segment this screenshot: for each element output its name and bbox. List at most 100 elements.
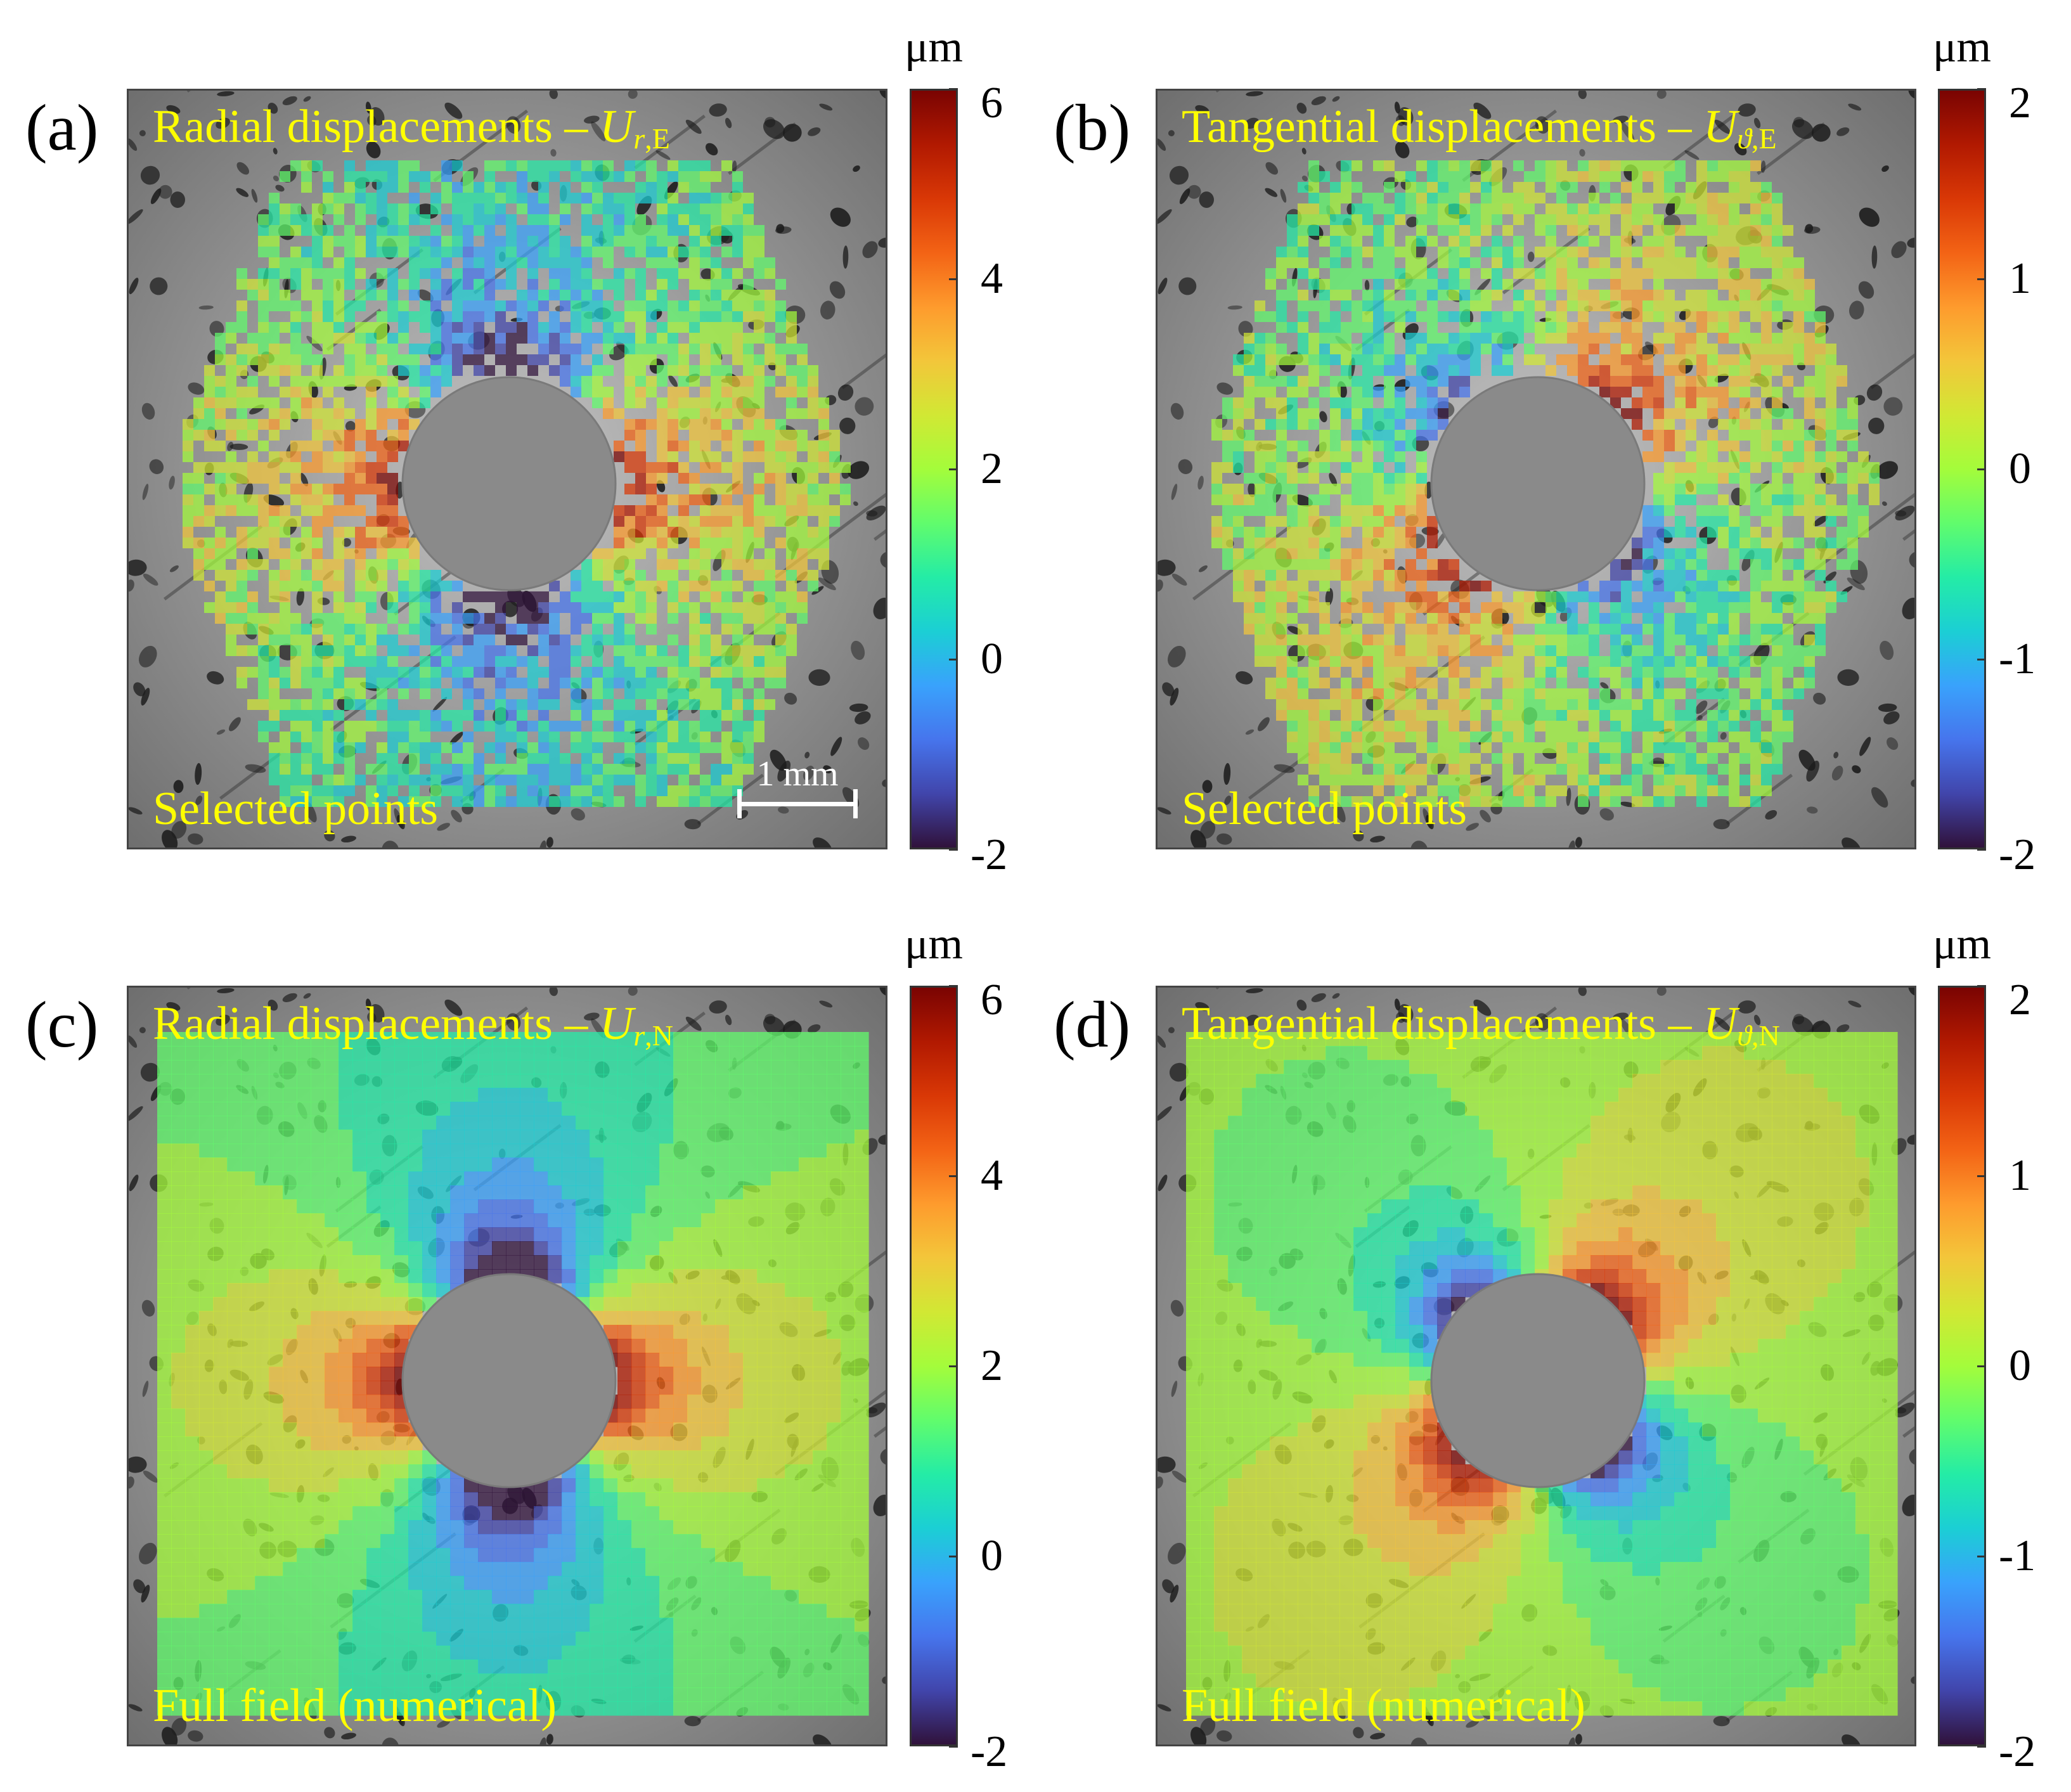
selected-point [452, 742, 463, 753]
selected-point [387, 699, 398, 710]
selected-point [398, 300, 409, 311]
selected-point [1395, 300, 1405, 311]
selected-point [797, 570, 808, 581]
selected-point [344, 635, 355, 645]
selected-point [775, 624, 786, 635]
selected-point [1739, 419, 1750, 430]
selected-point [1438, 193, 1448, 203]
selected-point [1341, 365, 1352, 376]
selected-point [333, 775, 344, 785]
selected-point [721, 796, 732, 807]
selected-point [1427, 311, 1438, 322]
selected-point [430, 290, 441, 300]
selected-point [323, 613, 333, 624]
selected-point [333, 322, 344, 333]
selected-point [1427, 516, 1438, 527]
selected-point [1739, 408, 1750, 419]
selected-point [398, 710, 409, 721]
selected-point [312, 785, 323, 796]
selected-point [765, 268, 775, 279]
selected-point [344, 613, 355, 624]
selected-point [344, 268, 355, 279]
selected-point [1352, 462, 1362, 473]
selected-point [1405, 624, 1416, 635]
selected-point [1642, 516, 1653, 527]
selected-point [614, 322, 624, 333]
selected-point [236, 268, 247, 279]
selected-point [1653, 451, 1664, 462]
selected-point [312, 354, 323, 365]
selected-point [398, 559, 409, 570]
selected-point [387, 548, 398, 559]
selected-point [1578, 344, 1589, 354]
selected-point [1448, 613, 1459, 624]
selected-point [1416, 678, 1427, 688]
selected-point [193, 462, 204, 473]
selected-point [754, 247, 765, 257]
selected-point [517, 753, 527, 764]
selected-point [603, 591, 614, 602]
selected-point [506, 710, 517, 721]
selected-point [1319, 527, 1330, 538]
selected-point [1664, 365, 1675, 376]
selected-point [420, 796, 430, 807]
selected-point [1438, 171, 1448, 182]
speckle-dot [444, 102, 463, 119]
selected-point [624, 397, 635, 408]
selected-point [700, 300, 711, 311]
selected-point [1352, 721, 1362, 732]
selected-point [280, 559, 290, 570]
selected-point [1772, 247, 1783, 257]
selected-point [700, 225, 711, 236]
speckle-dot [141, 688, 150, 706]
selected-point [646, 376, 657, 387]
selected-point [560, 721, 571, 732]
selected-point [1815, 354, 1826, 365]
selected-point [1352, 236, 1362, 247]
selected-point [1276, 624, 1287, 635]
selected-point [581, 796, 592, 807]
selected-point [1233, 397, 1244, 408]
speckle-dot [1694, 700, 1708, 714]
selected-point [1772, 311, 1783, 322]
selected-point [409, 376, 420, 387]
selected-point [474, 613, 484, 624]
selected-point [1642, 214, 1653, 225]
selected-point [452, 764, 463, 775]
selected-point [581, 732, 592, 742]
selected-point [1535, 268, 1545, 279]
selected-point [678, 473, 689, 484]
selected-point [1718, 441, 1729, 451]
selected-point [474, 311, 484, 322]
selected-point [1384, 419, 1395, 430]
selected-point [1341, 193, 1352, 203]
selected-point [366, 430, 377, 441]
selected-point [1373, 699, 1384, 710]
selected-point [657, 721, 668, 732]
selected-point [657, 257, 668, 268]
selected-point [204, 516, 215, 527]
selected-point [1545, 645, 1556, 656]
selected-point [1772, 667, 1783, 678]
selected-point [1632, 182, 1642, 193]
selected-point [1632, 656, 1642, 667]
selected-point [689, 225, 700, 236]
selected-point [743, 721, 754, 732]
selected-point [581, 613, 592, 624]
selected-point [635, 645, 646, 656]
selected-point [1772, 484, 1783, 494]
selected-point [689, 333, 700, 344]
selected-point [775, 387, 786, 397]
selected-point [1610, 365, 1621, 376]
selected-point [1405, 570, 1416, 581]
selected-point [1556, 214, 1567, 225]
selected-point [829, 473, 840, 484]
selected-point [398, 548, 409, 559]
selected-point [1502, 225, 1513, 236]
selected-point [689, 182, 700, 193]
selected-point [1513, 699, 1524, 710]
selected-point [581, 365, 592, 376]
selected-point [571, 688, 581, 699]
selected-point [1836, 591, 1847, 602]
selected-point [1750, 678, 1761, 688]
